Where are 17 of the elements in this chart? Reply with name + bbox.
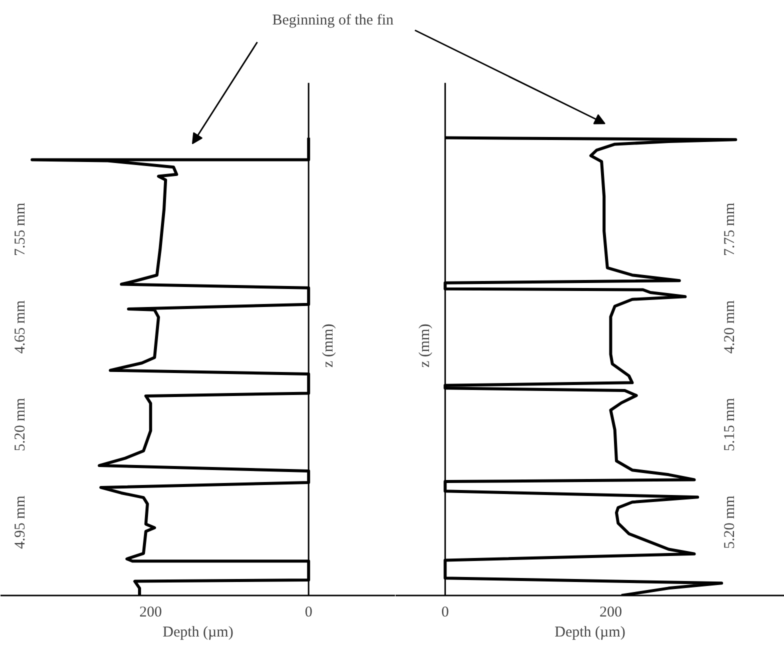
- x-tick-label: 0: [441, 604, 449, 620]
- annotation: 5.20 mm: [722, 495, 738, 549]
- annotation: 4.95 mm: [12, 495, 28, 549]
- y-axis-title: z (mm): [320, 324, 337, 368]
- annotation: 4.20 mm: [722, 300, 738, 354]
- annotation: 5.20 mm: [12, 398, 28, 452]
- annotation: 4.65 mm: [12, 300, 28, 354]
- annotation: 5.15 mm: [722, 398, 738, 452]
- x-tick-label: 200: [599, 604, 622, 620]
- x-tick-label: 0: [304, 604, 312, 620]
- annotation: 7.75 mm: [722, 202, 738, 256]
- x-axis-title: Depth (µm): [162, 624, 234, 640]
- x-axis-title: Depth (µm): [554, 624, 626, 640]
- y-axis-title: z (mm): [417, 324, 434, 368]
- x-tick-label: 200: [139, 604, 162, 620]
- text: Beginning of the fin: [272, 12, 394, 28]
- annotation: 7.55 mm: [12, 202, 28, 256]
